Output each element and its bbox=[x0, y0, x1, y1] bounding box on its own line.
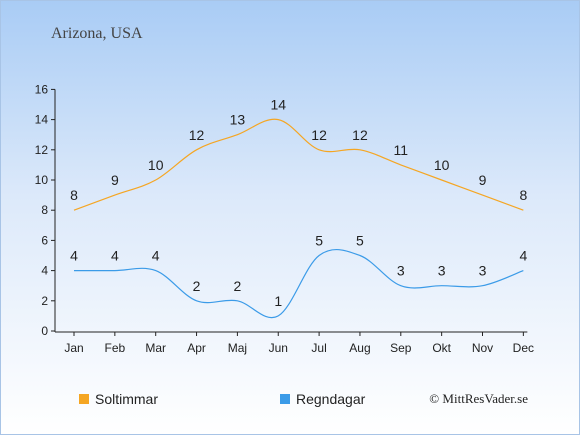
data-label: 5 bbox=[315, 233, 323, 249]
x-tick-label: Apr bbox=[187, 341, 206, 355]
legend-swatch bbox=[280, 394, 290, 404]
data-label: 12 bbox=[352, 127, 368, 143]
data-label: 1 bbox=[274, 293, 282, 309]
y-tick-label: 4 bbox=[41, 264, 48, 278]
x-tick-label: Jan bbox=[64, 341, 83, 355]
x-tick-label: Aug bbox=[349, 341, 370, 355]
x-tick-label: Maj bbox=[228, 341, 247, 355]
data-label: 3 bbox=[438, 263, 446, 279]
x-tick-label: Jul bbox=[311, 341, 326, 355]
x-tick-label: Feb bbox=[105, 341, 126, 355]
x-tick-label: Nov bbox=[472, 341, 493, 355]
y-tick-label: 16 bbox=[35, 82, 49, 96]
data-label: 3 bbox=[479, 263, 487, 279]
y-tick-label: 8 bbox=[41, 203, 48, 217]
y-tick-label: 10 bbox=[35, 173, 49, 187]
legend-label: Regndagar bbox=[296, 391, 366, 407]
data-label: 9 bbox=[479, 172, 487, 188]
series-line-1 bbox=[74, 249, 524, 319]
y-tick-label: 12 bbox=[35, 143, 49, 157]
chart-title: Arizona, USA bbox=[51, 25, 143, 42]
copyright-text: © MittResVader.se bbox=[429, 391, 528, 406]
data-label: 4 bbox=[111, 248, 119, 264]
x-tick-label: Dec bbox=[513, 341, 534, 355]
data-label: 4 bbox=[70, 248, 78, 264]
y-tick-label: 0 bbox=[41, 324, 48, 338]
y-tick-label: 14 bbox=[35, 113, 49, 127]
legend: Soltimmar Regndagar bbox=[79, 391, 366, 407]
data-label: 2 bbox=[193, 278, 201, 294]
y-tick-label: 2 bbox=[41, 294, 48, 308]
data-label: 8 bbox=[519, 187, 527, 203]
data-label: 5 bbox=[356, 233, 364, 249]
data-label: 12 bbox=[189, 127, 205, 143]
series-line-0 bbox=[73, 118, 524, 211]
data-label: 10 bbox=[148, 157, 164, 173]
x-tick-label: Jun bbox=[269, 341, 288, 355]
data-label: 14 bbox=[270, 97, 286, 113]
x-tick-label: Mar bbox=[145, 341, 166, 355]
data-label: 9 bbox=[111, 172, 119, 188]
legend-label: Soltimmar bbox=[95, 391, 158, 407]
y-tick-label: 6 bbox=[41, 233, 48, 247]
data-label: 8 bbox=[70, 187, 78, 203]
data-label: 10 bbox=[434, 157, 450, 173]
data-label: 4 bbox=[519, 248, 527, 264]
data-label: 12 bbox=[311, 127, 327, 143]
x-tick-label: Okt bbox=[432, 341, 451, 355]
data-label: 4 bbox=[152, 248, 160, 264]
x-axis: Jan Feb Mar Apr Maj Jun Jul Aug Sep Okt Nov Dec bbox=[55, 331, 534, 355]
x-tick-label: Sep bbox=[390, 341, 412, 355]
series-group: 8 9 10 12 13 14 12 12 11 10 9 8 4 4 4 2 2 1 5 5 3 3 3 4 bbox=[70, 97, 527, 319]
y-axis: 0 2 4 6 8 10 12 14 16 bbox=[35, 82, 56, 338]
data-label: 3 bbox=[397, 263, 405, 279]
data-label: 11 bbox=[394, 142, 409, 158]
legend-swatch bbox=[79, 394, 89, 404]
data-label: 13 bbox=[230, 112, 246, 128]
data-label: 2 bbox=[234, 278, 242, 294]
